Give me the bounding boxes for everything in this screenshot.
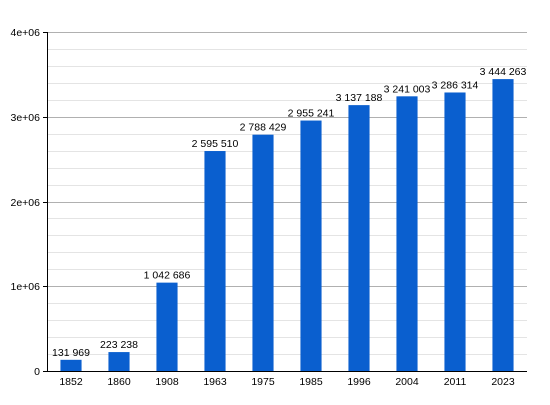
bar [60, 359, 82, 371]
data-label: 3 137 188 [336, 92, 383, 104]
bar [108, 352, 130, 371]
y-tick-label: 2e+06 [11, 197, 41, 209]
x-tick-label: 2004 [395, 376, 419, 388]
y-tick-label: 0 [34, 366, 40, 378]
x-tick-label: 1963 [203, 376, 227, 388]
y-tick-label: 3e+06 [11, 112, 41, 124]
axes: 0 1e+06 2e+06 3e+06 4e+06 1852 1860 1908 1963 197… [11, 27, 527, 388]
data-label: 2 955 241 [288, 108, 335, 120]
data-label: 3 286 314 [432, 79, 479, 91]
x-tick-label: 1996 [347, 376, 371, 388]
y-tick-label: 1e+06 [11, 281, 41, 293]
data-label: 223 238 [100, 339, 138, 351]
data-label: 3 444 263 [480, 66, 527, 78]
data-label: 131 969 [52, 347, 90, 359]
data-label: 3 241 003 [384, 83, 431, 95]
bar [348, 105, 370, 371]
y-tick-label: 4e+06 [11, 27, 41, 39]
x-tick-label: 2011 [444, 376, 467, 388]
bars [60, 79, 514, 372]
bar [252, 134, 274, 371]
bar [492, 79, 514, 372]
bar [444, 92, 466, 371]
x-tick-label: 2023 [491, 376, 515, 388]
bar [204, 151, 226, 371]
bar [396, 96, 418, 371]
bar [300, 120, 322, 371]
data-label: 2 595 510 [192, 138, 239, 150]
data-label: 2 788 429 [240, 122, 287, 134]
bar [156, 282, 178, 371]
x-tick-label: 1908 [155, 376, 179, 388]
x-tick-label: 1985 [299, 376, 323, 388]
data-label: 1 042 686 [144, 270, 191, 282]
x-tick-label: 1852 [59, 376, 83, 388]
x-tick-label: 1975 [251, 376, 275, 388]
x-tick-label: 1860 [107, 376, 131, 388]
